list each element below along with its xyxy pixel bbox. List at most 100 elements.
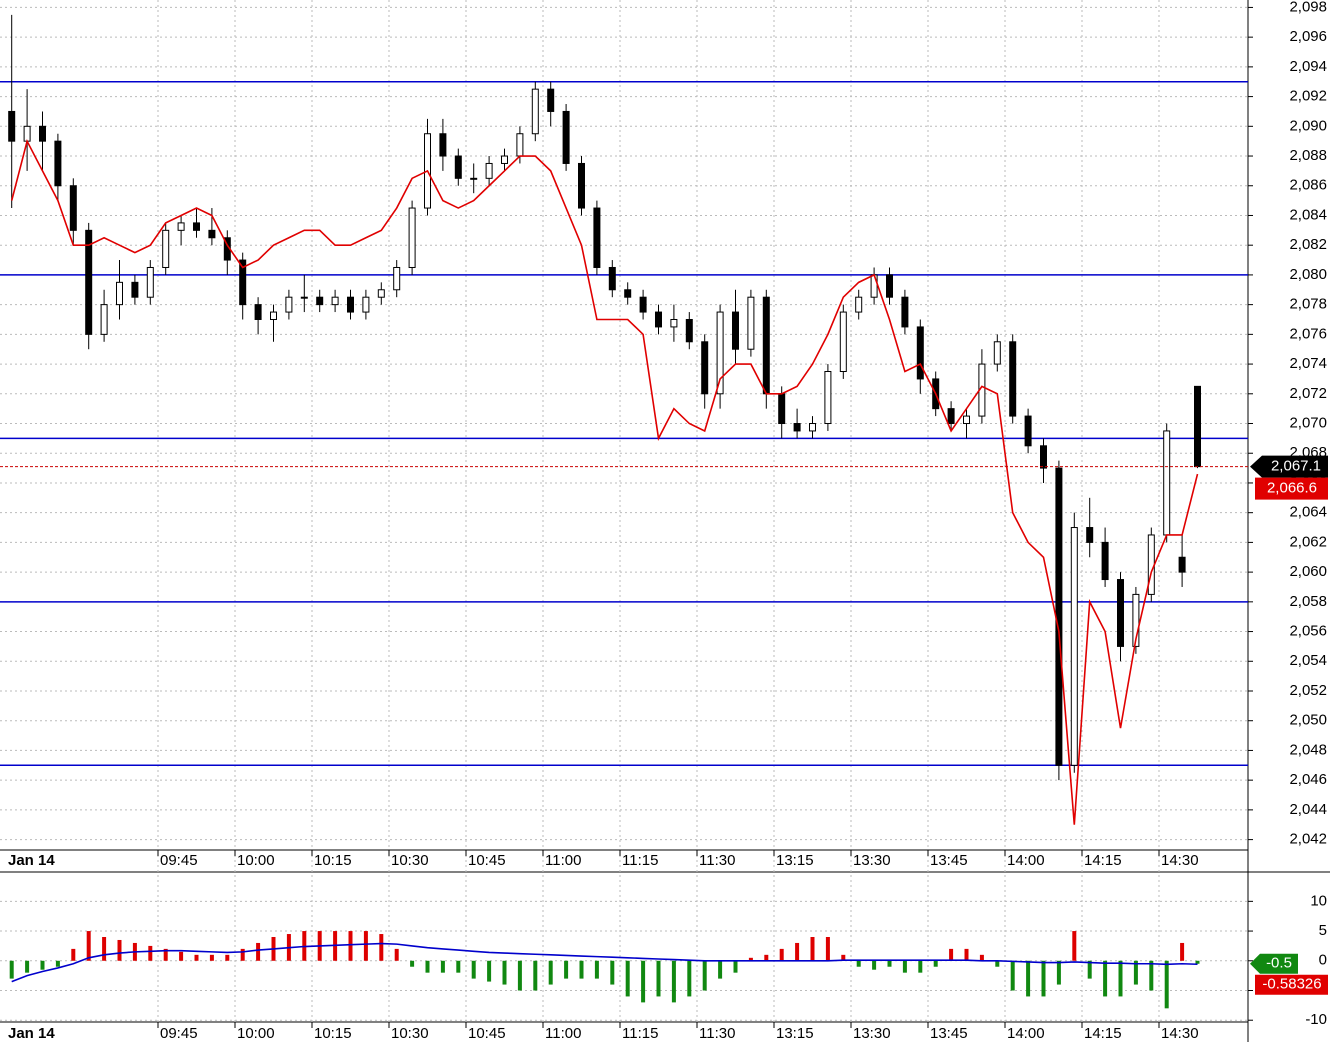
histogram-bar xyxy=(656,960,661,997)
histogram-bar xyxy=(363,931,368,961)
candle-body xyxy=(331,296,339,306)
histogram-bar xyxy=(348,931,353,961)
candle-body xyxy=(762,296,770,395)
candle-body xyxy=(670,318,678,328)
candle-body xyxy=(393,266,401,291)
x-tick-label: 14:00 xyxy=(1007,852,1045,869)
histogram-bar xyxy=(964,948,969,961)
candle-body xyxy=(8,110,16,142)
candle-body xyxy=(377,289,385,298)
histogram-bar xyxy=(779,948,784,961)
histogram-bar xyxy=(841,954,846,961)
y-tick-label: 2,054 xyxy=(1289,652,1327,669)
y-tick-label: 2,046 xyxy=(1289,771,1327,788)
candle-body xyxy=(547,88,555,112)
candle-body xyxy=(947,408,955,425)
y-tick-label: 0 xyxy=(1319,952,1327,969)
histogram-bar xyxy=(1195,960,1200,964)
candle-body xyxy=(593,207,601,268)
y-tick-label: 2,074 xyxy=(1289,355,1327,372)
y-tick-label: 2,062 xyxy=(1289,533,1327,550)
candle-body xyxy=(1178,556,1186,573)
y-tick-label: 2,060 xyxy=(1289,563,1327,580)
histogram-bar xyxy=(25,960,30,973)
histogram-bar xyxy=(502,960,507,985)
x-tick-label: 13:30 xyxy=(853,1025,891,1042)
x-tick-label: 09:45 xyxy=(160,852,198,869)
candle-body xyxy=(347,296,354,313)
histogram-bar xyxy=(517,960,522,991)
candle-body xyxy=(578,162,585,209)
histogram-bar xyxy=(1103,960,1108,997)
y-tick-label: 2,042 xyxy=(1289,831,1327,848)
candle-body xyxy=(501,155,508,164)
candle-body xyxy=(146,266,154,298)
candle-body xyxy=(716,311,724,395)
histogram-bar xyxy=(918,960,923,973)
histogram-bar xyxy=(625,960,630,997)
candle-body xyxy=(470,177,478,180)
histogram-bar xyxy=(102,937,107,961)
x-tick-label: 11:00 xyxy=(545,852,581,869)
price-tag-label: 2,067.1 xyxy=(1271,458,1321,475)
y-tick-label: 2,096 xyxy=(1289,28,1327,45)
candle-body xyxy=(454,155,462,179)
candle-body xyxy=(300,296,308,299)
histogram-bar xyxy=(1010,960,1015,991)
histogram-bar xyxy=(456,960,461,973)
candle-body xyxy=(916,326,924,380)
x-tick-label: 14:15 xyxy=(1084,852,1122,869)
candle-body xyxy=(562,110,570,164)
candle-body xyxy=(1101,541,1109,581)
x-tick-label: 13:30 xyxy=(853,852,891,869)
candle-body xyxy=(54,140,62,187)
candle-body xyxy=(516,133,524,157)
x-tick-label: 10:30 xyxy=(391,852,429,869)
candle-body xyxy=(162,229,170,268)
histogram-bar xyxy=(548,960,553,985)
candle-body xyxy=(254,304,262,320)
candle-body xyxy=(285,296,293,313)
candle-body xyxy=(100,304,108,335)
candle-body xyxy=(732,311,739,350)
histogram-bar xyxy=(1056,960,1061,985)
candle-body xyxy=(193,222,200,231)
price-tag-label: 2,066.6 xyxy=(1267,480,1317,497)
candle-body xyxy=(69,185,77,231)
histogram-bar xyxy=(487,960,492,982)
candle-body xyxy=(270,311,277,320)
candle-body xyxy=(1040,445,1047,469)
histogram-bar xyxy=(394,948,399,961)
candle-body xyxy=(639,296,647,313)
date-label: Jan 14 xyxy=(8,1025,55,1042)
x-tick-label: 10:30 xyxy=(391,1025,429,1042)
x-tick-label: 11:30 xyxy=(699,852,735,869)
histogram-bar xyxy=(702,960,707,991)
candle-body xyxy=(39,125,46,142)
histogram-bar xyxy=(748,957,753,961)
histogram-bar xyxy=(148,945,153,961)
histogram-bar xyxy=(240,948,245,961)
x-tick-label: 14:30 xyxy=(1161,852,1199,869)
candle-body xyxy=(1009,341,1017,417)
y-tick-label: 2,090 xyxy=(1289,117,1327,134)
candle-body xyxy=(901,296,909,328)
candle-body xyxy=(1194,385,1201,468)
y-tick-label: 2,052 xyxy=(1289,682,1327,699)
candle-body xyxy=(870,274,878,298)
y-tick-label: 2,050 xyxy=(1289,712,1327,729)
candle-body xyxy=(993,341,1001,365)
x-tick-label: 10:00 xyxy=(237,852,275,869)
y-tick-label: 2,048 xyxy=(1289,741,1327,758)
date-label: Jan 14 xyxy=(8,852,55,869)
histogram-bar xyxy=(440,960,445,973)
y-tick-label: 2,064 xyxy=(1289,504,1327,521)
histogram-bar xyxy=(872,960,877,970)
histogram-bar xyxy=(933,960,938,967)
histogram-bar xyxy=(610,960,615,985)
candle-body xyxy=(1163,430,1171,536)
y-tick-label: 2,044 xyxy=(1289,801,1327,818)
x-tick-label: 10:15 xyxy=(314,1025,352,1042)
